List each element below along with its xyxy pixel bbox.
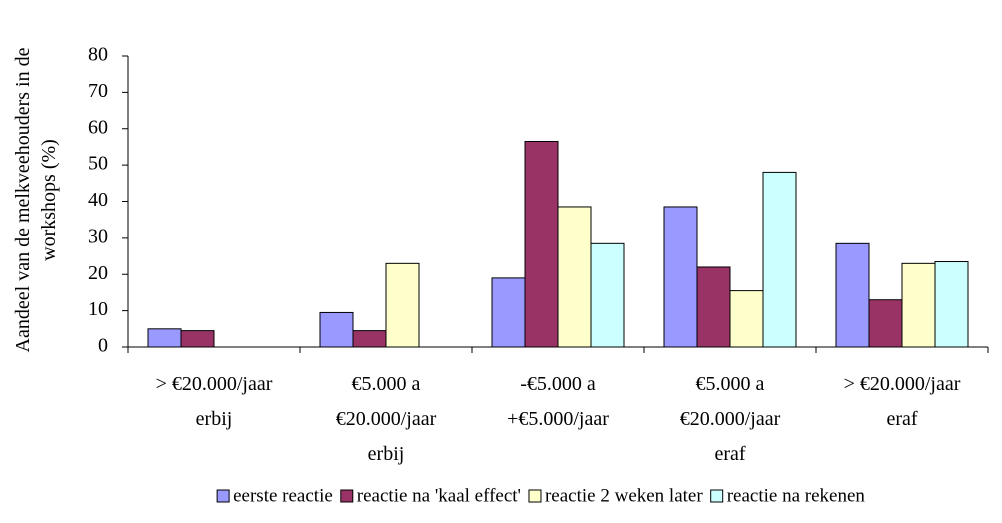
bar xyxy=(147,328,182,348)
legend-label: eerste reactie xyxy=(233,485,333,506)
bar xyxy=(696,266,731,348)
legend: eerste reactie reactie na 'kaal effect' re… xyxy=(216,485,866,506)
bar xyxy=(835,242,870,348)
y-tick-label: 40 xyxy=(88,189,108,211)
legend-swatch xyxy=(216,489,230,503)
legend-label: reactie na rekenen xyxy=(727,485,866,506)
y-tick-label: 20 xyxy=(88,262,108,284)
bar xyxy=(868,299,903,348)
legend-label: reactie 2 weken later xyxy=(545,485,703,506)
x-tick-label: -€5.000 a +€5.000/jaar xyxy=(507,373,609,430)
bar xyxy=(557,206,592,348)
y-axis-title: Aandeel van de melkveehouders in de works… xyxy=(12,47,60,352)
legend-label: reactie na 'kaal effect' xyxy=(357,485,521,506)
bar xyxy=(729,290,764,348)
y-tick-label: 30 xyxy=(88,225,108,247)
legend-swatch xyxy=(710,489,724,503)
bar xyxy=(762,171,797,348)
y-tick-label: 80 xyxy=(88,44,108,66)
bar xyxy=(901,262,936,348)
x-tick-label: > €20.000/jaar erbij xyxy=(156,373,273,430)
bar xyxy=(663,206,698,348)
x-tick-label: > €20.000/jaar eraf xyxy=(844,373,961,430)
x-tick-label: €5.000 a €20.000/jaar erbij xyxy=(336,373,437,465)
y-tick-label: 60 xyxy=(88,116,108,138)
bar xyxy=(590,242,625,348)
bar xyxy=(385,262,420,348)
bar xyxy=(180,330,215,348)
bar xyxy=(319,311,354,348)
y-tick-label: 50 xyxy=(88,153,108,175)
y-tick-label: 0 xyxy=(98,335,108,357)
y-tick-label: 10 xyxy=(88,298,108,320)
bar xyxy=(352,330,387,348)
legend-swatch xyxy=(528,489,542,503)
legend-swatch xyxy=(340,489,354,503)
x-tick-label: €5.000 a €20.000/jaar eraf xyxy=(680,373,781,465)
bar xyxy=(934,261,969,348)
bar xyxy=(524,140,559,348)
bar xyxy=(491,277,526,348)
y-tick-label: 70 xyxy=(88,80,108,102)
